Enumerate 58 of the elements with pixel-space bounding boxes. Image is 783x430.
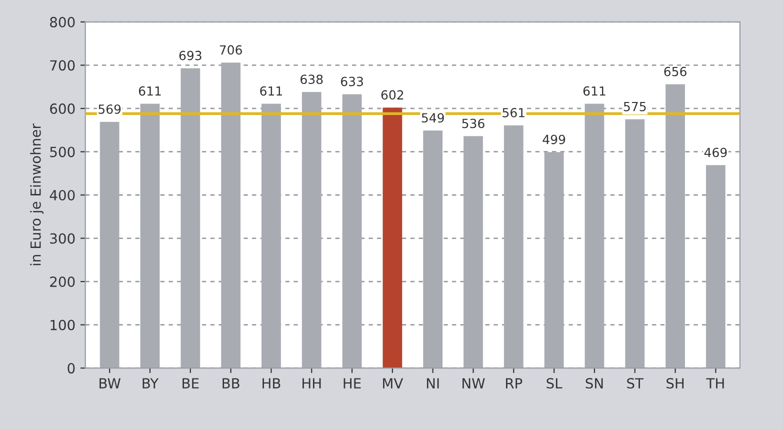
- bar: [504, 125, 524, 368]
- data-label: 561: [502, 108, 524, 118]
- y-axis-title: in Euro je Einwohner: [30, 124, 44, 266]
- x-tick-label: SH: [666, 378, 684, 389]
- data-label: 611: [138, 86, 161, 96]
- y-tick-label: 600: [50, 103, 75, 114]
- bar: [625, 119, 645, 368]
- bar: [666, 84, 685, 368]
- bar: [342, 94, 362, 368]
- y-tick-label: 0: [68, 363, 75, 374]
- data-label: 602: [381, 90, 404, 100]
- bar: [180, 68, 200, 368]
- y-tick-label: 300: [50, 233, 75, 244]
- data-label: 499: [542, 134, 566, 144]
- bar: [100, 122, 120, 368]
- y-tick-label: 200: [50, 276, 75, 288]
- x-tick-label: HH: [302, 378, 321, 388]
- bar: [584, 104, 604, 368]
- bar: [140, 104, 160, 368]
- data-label: 536: [462, 118, 484, 128]
- y-tick-label: 100: [50, 320, 75, 330]
- data-label: 611: [260, 86, 282, 96]
- bar: [464, 136, 483, 368]
- y-tick-label: 700: [50, 60, 75, 71]
- data-label: 575: [624, 102, 646, 112]
- data-label: 549: [422, 113, 444, 123]
- bar: [262, 104, 281, 368]
- bar: [221, 62, 241, 368]
- x-tick-label: BB: [222, 378, 240, 388]
- data-label: 633: [340, 76, 363, 86]
- x-tick-label: BW: [100, 378, 121, 388]
- y-tick-label: 400: [50, 190, 75, 200]
- x-tick-label: SL: [546, 378, 562, 389]
- data-label: 706: [220, 45, 242, 55]
- x-tick-label: BY: [142, 378, 159, 388]
- x-tick-label: ST: [627, 378, 644, 389]
- x-tick-label: TH: [706, 378, 724, 388]
- x-tick-label: BE: [182, 378, 199, 388]
- bar: [706, 165, 726, 368]
- x-tick-label: MV: [383, 378, 404, 388]
- data-label: 569: [98, 104, 121, 114]
- x-tick-label: HB: [262, 378, 280, 388]
- x-tick-label: NI: [426, 378, 439, 388]
- data-label: 656: [664, 66, 686, 76]
- data-label: 638: [300, 74, 323, 84]
- data-label: 611: [583, 86, 606, 96]
- bar: [423, 130, 443, 368]
- bar: [382, 108, 402, 368]
- data-label: 469: [704, 148, 727, 158]
- bar: [302, 92, 322, 368]
- y-tick-label: 800: [50, 16, 75, 28]
- x-tick-label: NW: [462, 378, 485, 388]
- y-tick-label: 500: [50, 146, 75, 158]
- bar: [544, 152, 564, 368]
- x-tick-label: HE: [344, 378, 361, 388]
- x-tick-label: SN: [586, 378, 603, 389]
- x-tick-label: RP: [506, 378, 522, 388]
- data-label: 693: [179, 50, 202, 60]
